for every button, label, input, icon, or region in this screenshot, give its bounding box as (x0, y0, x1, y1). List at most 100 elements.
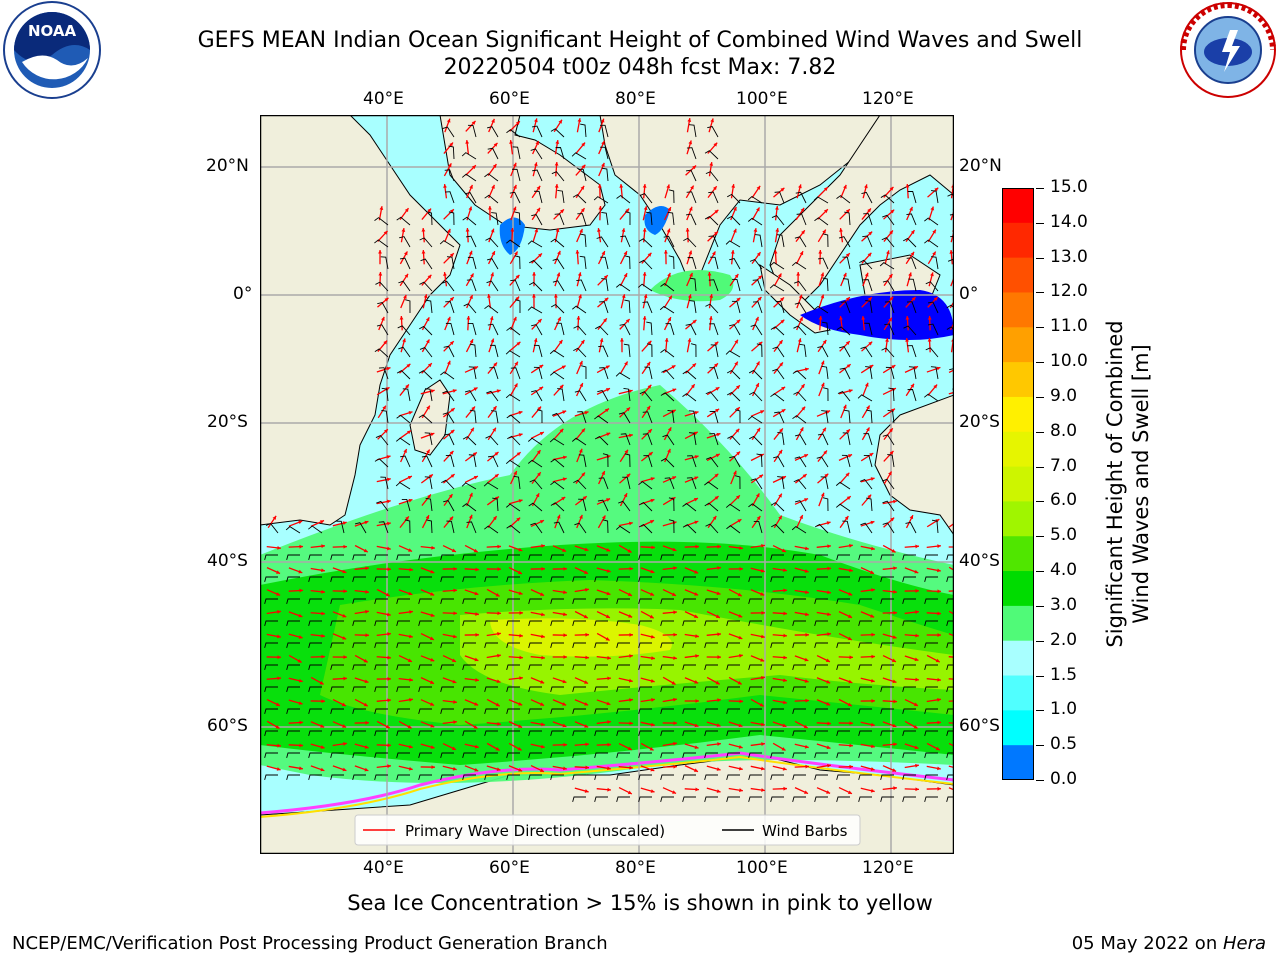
wind-barb (510, 279, 521, 292)
wave-direction-arrowhead (599, 338, 604, 343)
wave-direction-arrowhead (450, 474, 455, 478)
wave-direction-arrowhead (426, 405, 430, 410)
wind-barb (396, 370, 411, 380)
wind-barb (946, 796, 954, 802)
wind-barb (858, 664, 872, 670)
wave-direction-arrowhead (738, 613, 743, 618)
wave-direction-arrowhead (761, 543, 765, 548)
wave-direction-arrowhead (581, 142, 586, 147)
wind-barb (484, 598, 498, 604)
wave-direction-arrowhead (490, 338, 495, 343)
wind-barb (264, 554, 278, 560)
wave-direction-arrowhead (717, 544, 721, 549)
wave-direction-arrowhead (798, 294, 803, 299)
wind-barb (330, 708, 344, 714)
wave-direction-arrowhead (822, 229, 826, 234)
wave-direction-arrowhead (277, 743, 281, 748)
wind-barb (865, 300, 873, 314)
wind-barb (858, 796, 872, 802)
wind-barb (861, 191, 873, 204)
wave-direction-arrowhead (563, 742, 567, 747)
colorbar-tick-mark (1036, 431, 1044, 433)
wind-barb (440, 774, 454, 780)
wave-direction-arrowhead (513, 316, 517, 321)
wind-barb (571, 437, 587, 446)
wave-direction-arrowhead (364, 767, 369, 772)
wave-direction-arrowhead (783, 655, 787, 660)
wave-direction-arrowhead (575, 250, 580, 254)
wind-barb (462, 686, 476, 692)
wave-direction-arrowhead (801, 230, 805, 235)
wave-direction-arrowhead (468, 250, 473, 255)
wave-direction-arrowhead (871, 632, 875, 637)
wind-barb (446, 520, 455, 534)
wind-barb (374, 774, 388, 780)
wave-direction-arrowhead (403, 251, 408, 256)
wave-direction-arrowhead (820, 360, 825, 365)
noaa-logo-text: NOAA (28, 22, 77, 40)
wave-direction-arrowhead (781, 747, 786, 751)
wind-barb (461, 152, 477, 160)
wind-barb (704, 708, 718, 714)
wave-direction-arrowhead (584, 702, 589, 706)
lon-tick-bottom-100e: 100°E (736, 858, 788, 878)
wave-direction-arrowhead (556, 272, 561, 277)
wind-barb (748, 369, 763, 380)
wave-direction-arrowhead (695, 787, 699, 792)
wave-direction-arrowhead (736, 319, 741, 324)
wave-direction-arrowhead (516, 341, 521, 346)
wind-barb (708, 191, 719, 204)
wind-barb (930, 366, 939, 380)
wind-barb (396, 730, 410, 736)
wind-barb (924, 642, 938, 648)
colorbar-swatch (1002, 396, 1034, 433)
wind-barb (550, 128, 565, 138)
wave-direction-arrowhead (757, 296, 762, 301)
wave-direction-arrowhead (342, 767, 347, 772)
wave-direction-arrowhead (716, 789, 721, 793)
wave-direction-arrow (948, 369, 954, 374)
wave-direction-arrowhead (820, 492, 825, 497)
wave-direction-arrowhead (472, 452, 477, 457)
wave-direction-arrowhead (893, 499, 897, 504)
wave-direction-arrowhead (759, 474, 764, 479)
wind-barb (462, 503, 477, 512)
wave-direction-arrowhead (576, 316, 581, 320)
wave-direction-arrowhead (650, 634, 655, 639)
wave-direction-arrowhead (826, 702, 831, 706)
wind-barb (902, 686, 916, 692)
wave-direction-arrowhead (783, 633, 787, 638)
wind-barb (418, 598, 432, 604)
wave-direction-arrowhead (447, 228, 451, 233)
wind-barb (748, 598, 762, 604)
wave-direction-arrowhead (871, 588, 875, 592)
wind-barb (924, 708, 938, 714)
wave-direction-arrowhead (647, 429, 652, 434)
wind-barb (924, 554, 938, 560)
wave-direction-arrowhead (409, 567, 413, 572)
wave-direction-arrowhead (927, 338, 932, 342)
wave-direction-arrowhead (782, 766, 787, 771)
wind-barb (731, 300, 741, 314)
wave-direction-arrowhead (822, 339, 827, 344)
wave-direction-arrowhead (620, 338, 624, 342)
wave-direction-arrowhead (716, 591, 721, 596)
wave-direction-arrowhead (673, 764, 677, 769)
wave-direction-arrowhead (805, 590, 809, 595)
wind-barb (946, 774, 954, 780)
wind-barb (638, 730, 652, 736)
wave-direction-arrowhead (342, 613, 347, 618)
wind-barb (642, 411, 653, 424)
wind-barb (660, 708, 674, 714)
wave-direction-arrowhead (827, 763, 831, 768)
wave-direction-arrowhead (409, 697, 413, 702)
wave-direction-arrowhead (650, 722, 655, 727)
lon-tick-top-100e: 100°E (736, 89, 788, 109)
wave-direction-arrowhead (406, 430, 411, 435)
wind-barb (770, 796, 784, 802)
wind-barb (264, 664, 278, 670)
wind-barb (814, 576, 828, 582)
wind-barb (660, 686, 674, 692)
wave-direction-arrowhead (607, 742, 611, 747)
wave-direction-arrowhead (275, 702, 280, 706)
